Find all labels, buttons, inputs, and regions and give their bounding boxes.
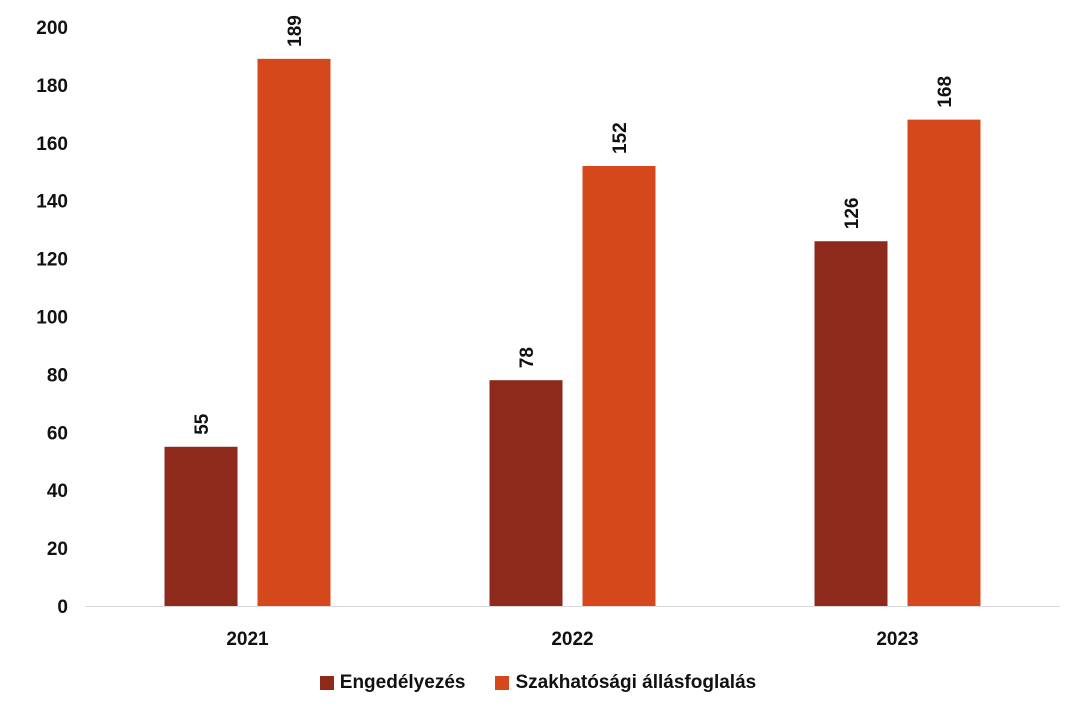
- legend: Engedélyezés Szakhatósági állásfoglalás: [0, 672, 1076, 694]
- y-tick-label: 180: [36, 76, 68, 97]
- data-label: 78: [517, 347, 538, 368]
- x-tick-label: 2022: [551, 629, 593, 650]
- legend-label: Engedélyezés: [339, 672, 466, 693]
- data-label: 152: [610, 122, 631, 154]
- y-tick-label: 60: [47, 423, 68, 444]
- bar-series-0-2021: [164, 446, 238, 606]
- data-label: 55: [192, 413, 213, 435]
- x-tick-label: 2021: [226, 629, 269, 650]
- y-tick-label: 0: [57, 597, 68, 618]
- data-label: 126: [842, 198, 863, 230]
- data-label: 168: [935, 76, 956, 108]
- y-tick-label: 80: [47, 365, 68, 386]
- y-tick-label: 160: [36, 134, 68, 155]
- x-axis-ticks: 2021 2022 2023: [226, 629, 918, 650]
- bar-series-0-2022: [489, 380, 563, 606]
- y-tick-label: 100: [36, 308, 68, 329]
- data-labels: 55 189 78 152 126 168: [192, 15, 956, 435]
- legend-swatch: [495, 676, 510, 690]
- y-tick-label: 20: [47, 539, 68, 560]
- legend-item-series-0: Engedélyezés: [319, 672, 466, 694]
- bar-series-0-2023: [814, 241, 888, 607]
- data-label: 189: [285, 15, 306, 47]
- bars: [164, 58, 981, 607]
- y-tick-label: 120: [36, 250, 68, 271]
- legend-label: Szakhatósági állásfoglalás: [515, 672, 757, 693]
- x-tick-label: 2023: [876, 629, 918, 650]
- legend-swatch: [319, 676, 334, 690]
- y-tick-label: 40: [47, 481, 68, 502]
- bar-series-1-2022: [582, 165, 656, 606]
- y-tick-label: 200: [36, 18, 68, 39]
- legend-item-series-1: Szakhatósági állásfoglalás: [495, 672, 756, 694]
- bar-series-1-2021: [257, 58, 331, 607]
- bar-series-1-2023: [907, 119, 981, 606]
- y-tick-label: 140: [36, 192, 68, 213]
- y-axis-ticks: 0 20 40 60 80 100 120 140 160 180 200: [36, 18, 68, 618]
